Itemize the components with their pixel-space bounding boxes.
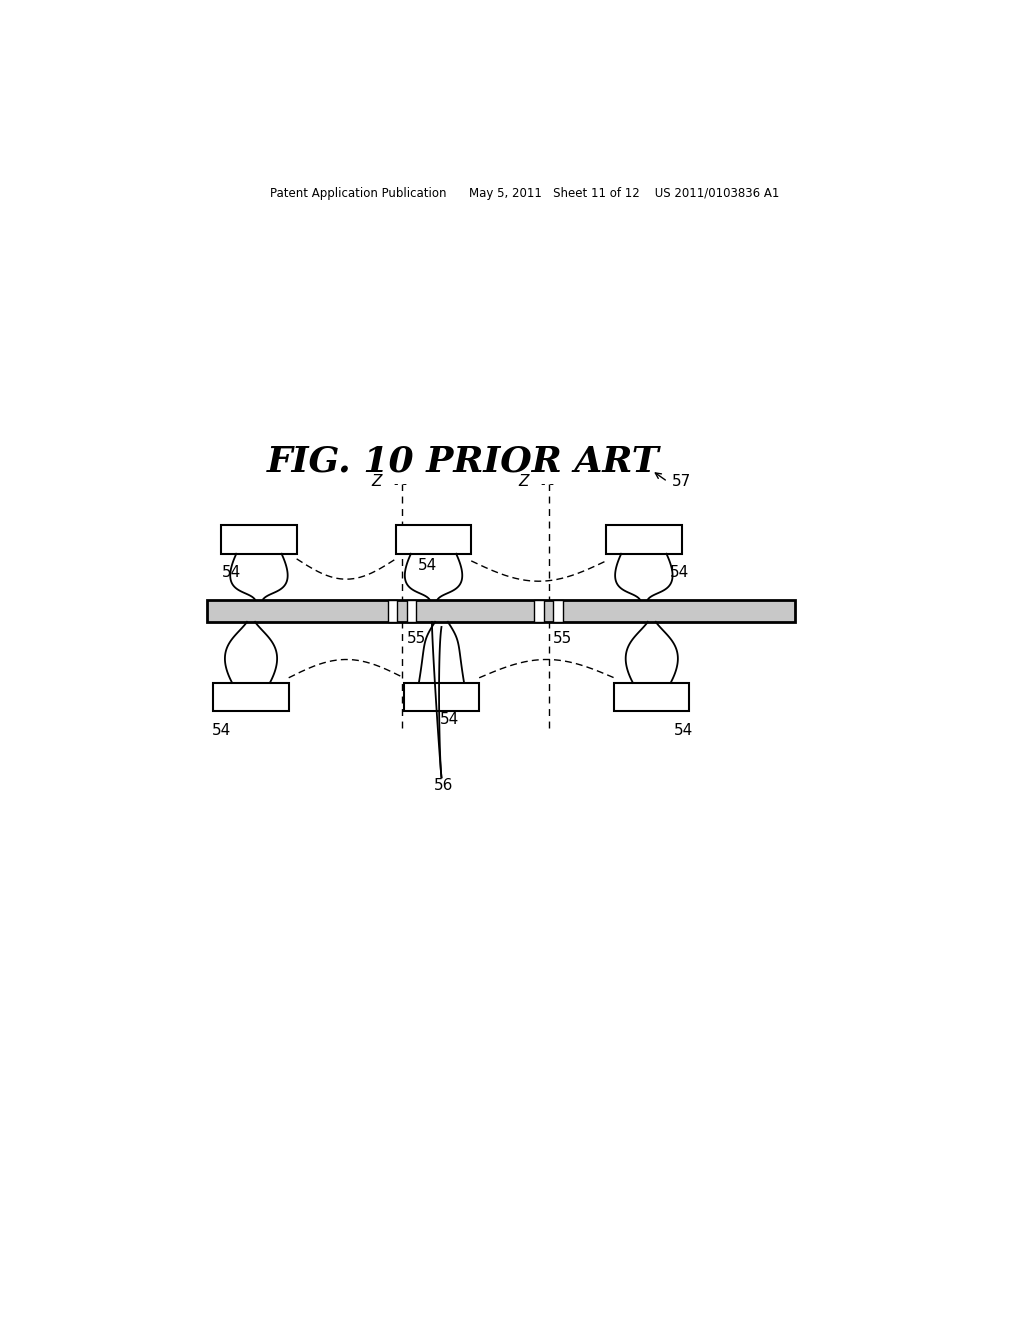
FancyBboxPatch shape [403,682,479,711]
Text: 54: 54 [670,565,689,579]
Text: Z: Z [372,474,382,488]
Text: 55: 55 [408,631,427,645]
FancyBboxPatch shape [207,599,795,622]
FancyBboxPatch shape [221,525,297,554]
Text: 54: 54 [674,722,693,738]
Text: 55: 55 [553,631,572,645]
FancyBboxPatch shape [535,599,544,622]
Text: Patent Application Publication      May 5, 2011   Sheet 11 of 12    US 2011/0103: Patent Application Publication May 5, 20… [270,187,779,199]
Text: 54: 54 [212,722,231,738]
FancyBboxPatch shape [606,525,682,554]
Text: 54: 54 [419,558,437,573]
Text: 57: 57 [672,474,691,490]
FancyBboxPatch shape [396,525,471,554]
FancyBboxPatch shape [387,599,397,622]
FancyBboxPatch shape [213,682,289,711]
FancyBboxPatch shape [614,682,689,711]
Text: FIG. 10 PRIOR ART: FIG. 10 PRIOR ART [267,445,659,479]
Text: Z: Z [518,474,528,488]
Text: 54: 54 [221,565,241,579]
Text: - -: - - [394,478,407,491]
FancyBboxPatch shape [407,599,416,622]
Text: - -: - - [541,478,554,491]
FancyBboxPatch shape [553,599,563,622]
Text: 56: 56 [434,779,454,793]
Text: 54: 54 [439,713,459,727]
